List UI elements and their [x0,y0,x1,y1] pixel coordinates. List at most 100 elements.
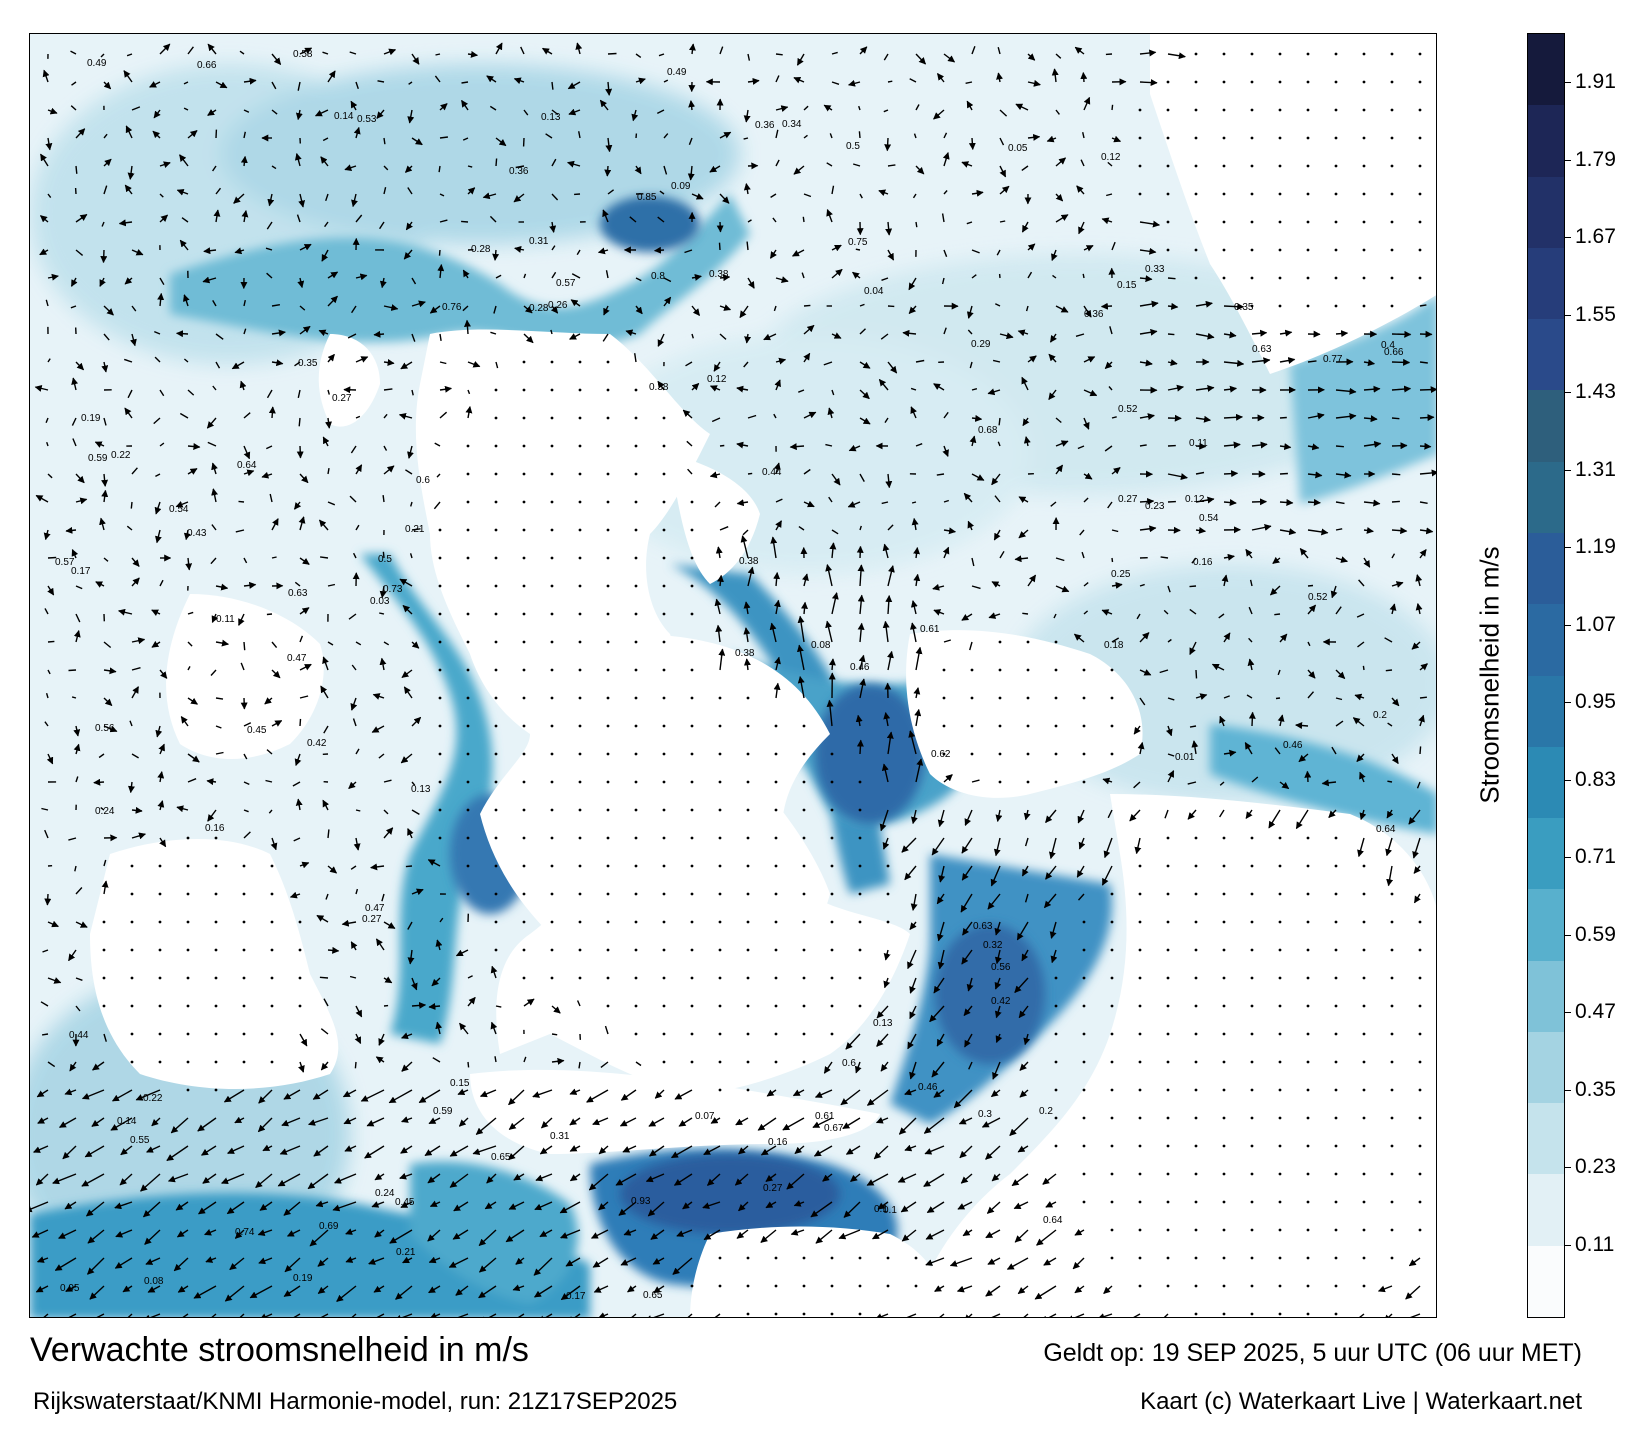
current-arrow [578,131,581,139]
grid-dot [1138,864,1142,868]
current-arrow [826,162,833,167]
current-arrow [1013,1201,1029,1210]
current-arrow [1050,949,1058,964]
current-arrow [243,77,257,85]
current-arrow [1083,244,1094,252]
speed-label: 0.32 [983,940,1003,951]
current-arrow [73,743,81,755]
current-arrow [773,413,777,419]
grid-dot [1362,220,1366,224]
current-arrow [688,43,696,55]
grid-dot [1418,1172,1422,1176]
grid-dot [578,780,582,784]
current-arrow [405,865,413,868]
current-arrow [994,921,1002,936]
current-arrow [773,599,781,615]
grid-dot [1194,1228,1198,1232]
current-arrow [43,529,51,541]
current-arrow [993,837,1001,857]
grid-dot [1222,976,1226,980]
current-arrow [831,592,839,615]
current-arrow [482,192,497,200]
map-area[interactable]: 0.24 0.1 0.14 0.13 0.08 0.2 0.13 0.25 0.07 0.12 0.… [29,33,1437,1318]
current-arrow [831,81,840,85]
current-arrow [411,716,422,727]
speed-label: 0.21 [396,1247,416,1258]
current-arrow [411,300,426,308]
current-arrow [243,131,246,139]
current-arrow [1386,865,1394,887]
current-arrow [103,641,112,649]
grid-dot [130,864,134,868]
grid-dot [522,360,526,364]
current-arrow [747,277,755,289]
grid-dot [606,948,610,952]
current-arrow [375,1056,385,1064]
grid-dot [1138,1172,1142,1176]
grid-dot [662,640,666,644]
grid-dot [634,920,638,924]
grid-dot [494,388,498,392]
speed-label: 0.14 [117,1116,137,1127]
current-arrow [923,1173,945,1187]
current-arrow [635,305,643,315]
grid-dot [1390,1004,1394,1008]
grid-dot [1334,220,1338,224]
current-arrow [936,473,945,476]
grid-dot [662,752,666,756]
current-arrow [994,949,1002,965]
colorbar-tick-label: 0.83 [1575,767,1616,791]
grid-dot [634,948,638,952]
current-arrow [207,441,217,447]
current-arrow [853,163,861,167]
current-arrow [924,1145,945,1155]
grid-dot [1306,304,1310,308]
current-arrow [810,1201,833,1218]
grid-dot [102,1004,106,1008]
current-arrow [545,133,553,139]
current-arrow [915,359,925,363]
current-arrow [998,417,1001,426]
grid-dot [522,724,526,728]
current-arrow [936,1033,945,1047]
current-arrow [1021,165,1029,171]
grid-dot [242,976,246,980]
grid-dot [1194,948,1198,952]
current-arrow [1359,809,1367,821]
current-arrow [901,837,917,853]
speed-label: 0.69 [319,1221,339,1232]
current-arrow [659,190,665,195]
current-arrow [802,573,809,587]
grid-dot [1278,164,1282,168]
current-arrow [887,164,896,167]
grid-dot [158,892,162,896]
grid-dot [1194,1088,1198,1092]
current-arrow [1391,385,1412,393]
current-arrow [913,573,921,587]
current-arrow [103,667,117,675]
current-arrow [747,53,751,61]
grid-dot [494,752,498,756]
grid-dot [1222,192,1226,196]
current-arrow [1249,579,1253,587]
grid-dot [634,1032,638,1036]
current-arrow [129,720,133,727]
current-arrow [961,949,973,965]
current-arrow [407,921,413,930]
grid-dot [662,500,666,504]
current-arrow [1083,96,1091,111]
grid-dot [1362,1060,1366,1064]
current-arrow [170,1117,189,1134]
current-arrow [1083,472,1093,480]
speed-label: 0.43 [187,528,207,539]
grid-dot [1250,1032,1254,1036]
colorbar-tick [1565,237,1571,238]
current-arrow [765,1201,777,1209]
current-arrow [1274,747,1281,755]
current-arrow [293,837,301,842]
current-arrow [202,276,217,284]
current-arrow [1101,217,1113,225]
current-arrow [1104,361,1113,370]
current-arrow [567,81,581,90]
current-arrow [372,693,385,700]
